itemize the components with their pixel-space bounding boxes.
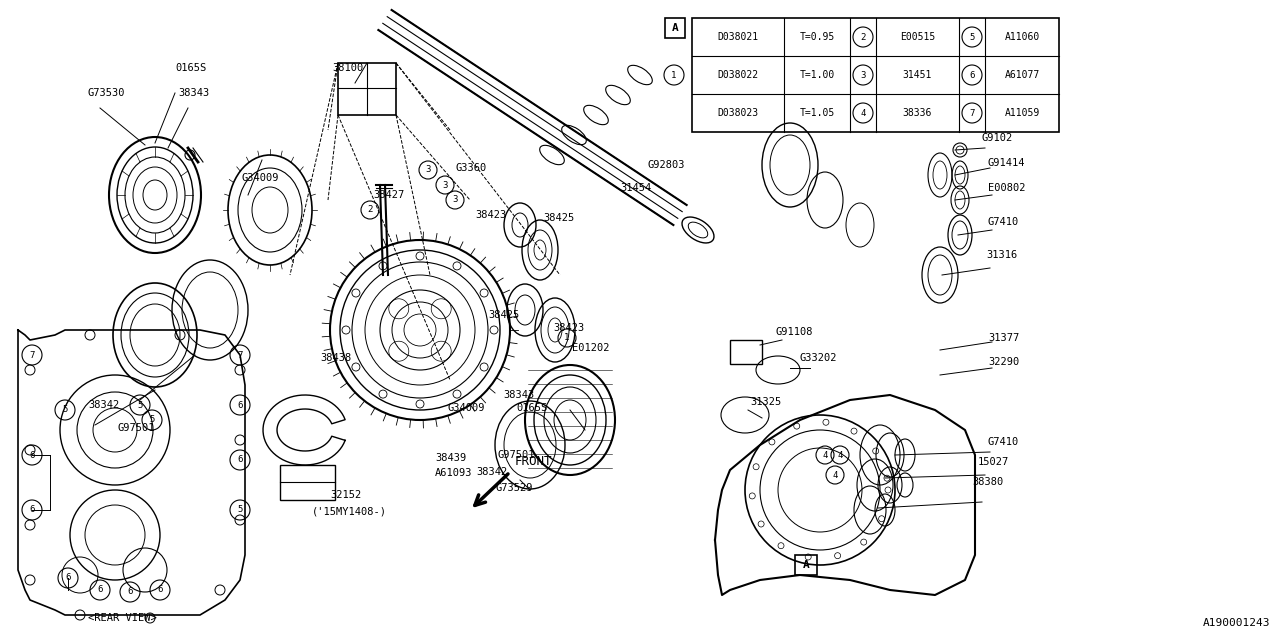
Text: 38423: 38423 <box>553 323 584 333</box>
Bar <box>338 63 396 115</box>
Bar <box>280 465 335 500</box>
Text: 4: 4 <box>837 451 842 460</box>
Text: 38423: 38423 <box>475 210 507 220</box>
Bar <box>666 18 685 38</box>
Text: 31377: 31377 <box>988 333 1019 343</box>
Text: 38343: 38343 <box>178 88 209 98</box>
Text: A61093: A61093 <box>435 468 472 478</box>
Text: 38439: 38439 <box>435 453 466 463</box>
Text: <REAR VIEW>: <REAR VIEW> <box>88 613 156 623</box>
Text: G91108: G91108 <box>774 327 813 337</box>
Text: A11059: A11059 <box>1005 108 1039 118</box>
Text: G9102: G9102 <box>982 133 1014 143</box>
Text: 31454: 31454 <box>620 183 652 193</box>
Text: E01202: E01202 <box>572 343 609 353</box>
Text: D038022: D038022 <box>717 70 759 80</box>
Text: 38336: 38336 <box>902 108 932 118</box>
Text: 38380: 38380 <box>972 477 1004 487</box>
Text: 4: 4 <box>860 109 865 118</box>
Text: 6: 6 <box>65 573 70 582</box>
Text: 7: 7 <box>237 351 243 360</box>
Text: G34009: G34009 <box>242 173 279 183</box>
Text: 5: 5 <box>237 506 243 515</box>
Text: FRONT: FRONT <box>515 455 553 468</box>
Text: G7410: G7410 <box>988 437 1019 447</box>
Text: 38438: 38438 <box>320 353 351 363</box>
Text: E00515: E00515 <box>900 32 936 42</box>
Text: G33202: G33202 <box>800 353 837 363</box>
Text: ('15MY1408-): ('15MY1408-) <box>312 507 387 517</box>
Text: 38342: 38342 <box>88 400 119 410</box>
Text: 2: 2 <box>367 205 372 214</box>
Text: 6: 6 <box>237 401 243 410</box>
Text: G97501: G97501 <box>498 450 535 460</box>
Text: 6: 6 <box>237 456 243 465</box>
Text: A190001243: A190001243 <box>1202 618 1270 628</box>
Text: T=0.95: T=0.95 <box>800 32 835 42</box>
Text: 31451: 31451 <box>902 70 932 80</box>
Text: 15027: 15027 <box>978 457 1009 467</box>
Text: 4: 4 <box>832 470 837 479</box>
Text: 6: 6 <box>157 586 163 595</box>
Text: D038021: D038021 <box>717 32 759 42</box>
Text: 38343: 38343 <box>503 390 534 400</box>
Text: 1: 1 <box>564 333 570 342</box>
Text: G7410: G7410 <box>988 217 1019 227</box>
Text: 38100: 38100 <box>332 63 364 73</box>
Text: 32290: 32290 <box>988 357 1019 367</box>
Text: 38427: 38427 <box>372 190 404 200</box>
Text: A11060: A11060 <box>1005 32 1039 42</box>
Text: 7: 7 <box>969 109 974 118</box>
Text: 6: 6 <box>127 588 133 596</box>
Text: G73530: G73530 <box>88 88 125 98</box>
Text: 0165S: 0165S <box>516 403 548 413</box>
Bar <box>795 555 817 575</box>
Text: 2: 2 <box>860 33 865 42</box>
Text: 7: 7 <box>29 351 35 360</box>
Text: 38425: 38425 <box>543 213 575 223</box>
Text: 3: 3 <box>443 180 448 189</box>
Text: A: A <box>672 23 678 33</box>
Text: 3: 3 <box>452 195 458 205</box>
Text: 38342: 38342 <box>476 467 507 477</box>
Text: 3: 3 <box>425 166 430 175</box>
Text: G73529: G73529 <box>497 483 534 493</box>
Text: G91414: G91414 <box>988 158 1025 168</box>
Text: 3: 3 <box>860 70 865 79</box>
Text: A: A <box>803 560 809 570</box>
Text: D038023: D038023 <box>717 108 759 118</box>
Text: G97501: G97501 <box>118 423 155 433</box>
Bar <box>730 340 762 364</box>
Text: 6: 6 <box>97 586 102 595</box>
Text: T=1.00: T=1.00 <box>800 70 835 80</box>
Text: A61077: A61077 <box>1005 70 1039 80</box>
Text: 5: 5 <box>63 406 68 415</box>
Text: 1: 1 <box>671 70 677 79</box>
Text: 4: 4 <box>822 451 828 460</box>
Text: 0165S: 0165S <box>175 63 206 73</box>
Bar <box>692 18 1059 132</box>
Text: 31325: 31325 <box>750 397 781 407</box>
Text: G92803: G92803 <box>648 160 686 170</box>
Text: 38425: 38425 <box>488 310 520 320</box>
Text: 31316: 31316 <box>986 250 1018 260</box>
Text: 6: 6 <box>29 451 35 460</box>
Text: 5: 5 <box>137 401 142 410</box>
Text: G3360: G3360 <box>454 163 486 173</box>
Text: G34009: G34009 <box>448 403 485 413</box>
Text: 6: 6 <box>29 506 35 515</box>
Text: 5: 5 <box>150 415 155 424</box>
Text: E00802: E00802 <box>988 183 1025 193</box>
Text: 6: 6 <box>969 70 974 79</box>
Text: T=1.05: T=1.05 <box>800 108 835 118</box>
Text: 32152: 32152 <box>330 490 361 500</box>
Text: 5: 5 <box>969 33 974 42</box>
